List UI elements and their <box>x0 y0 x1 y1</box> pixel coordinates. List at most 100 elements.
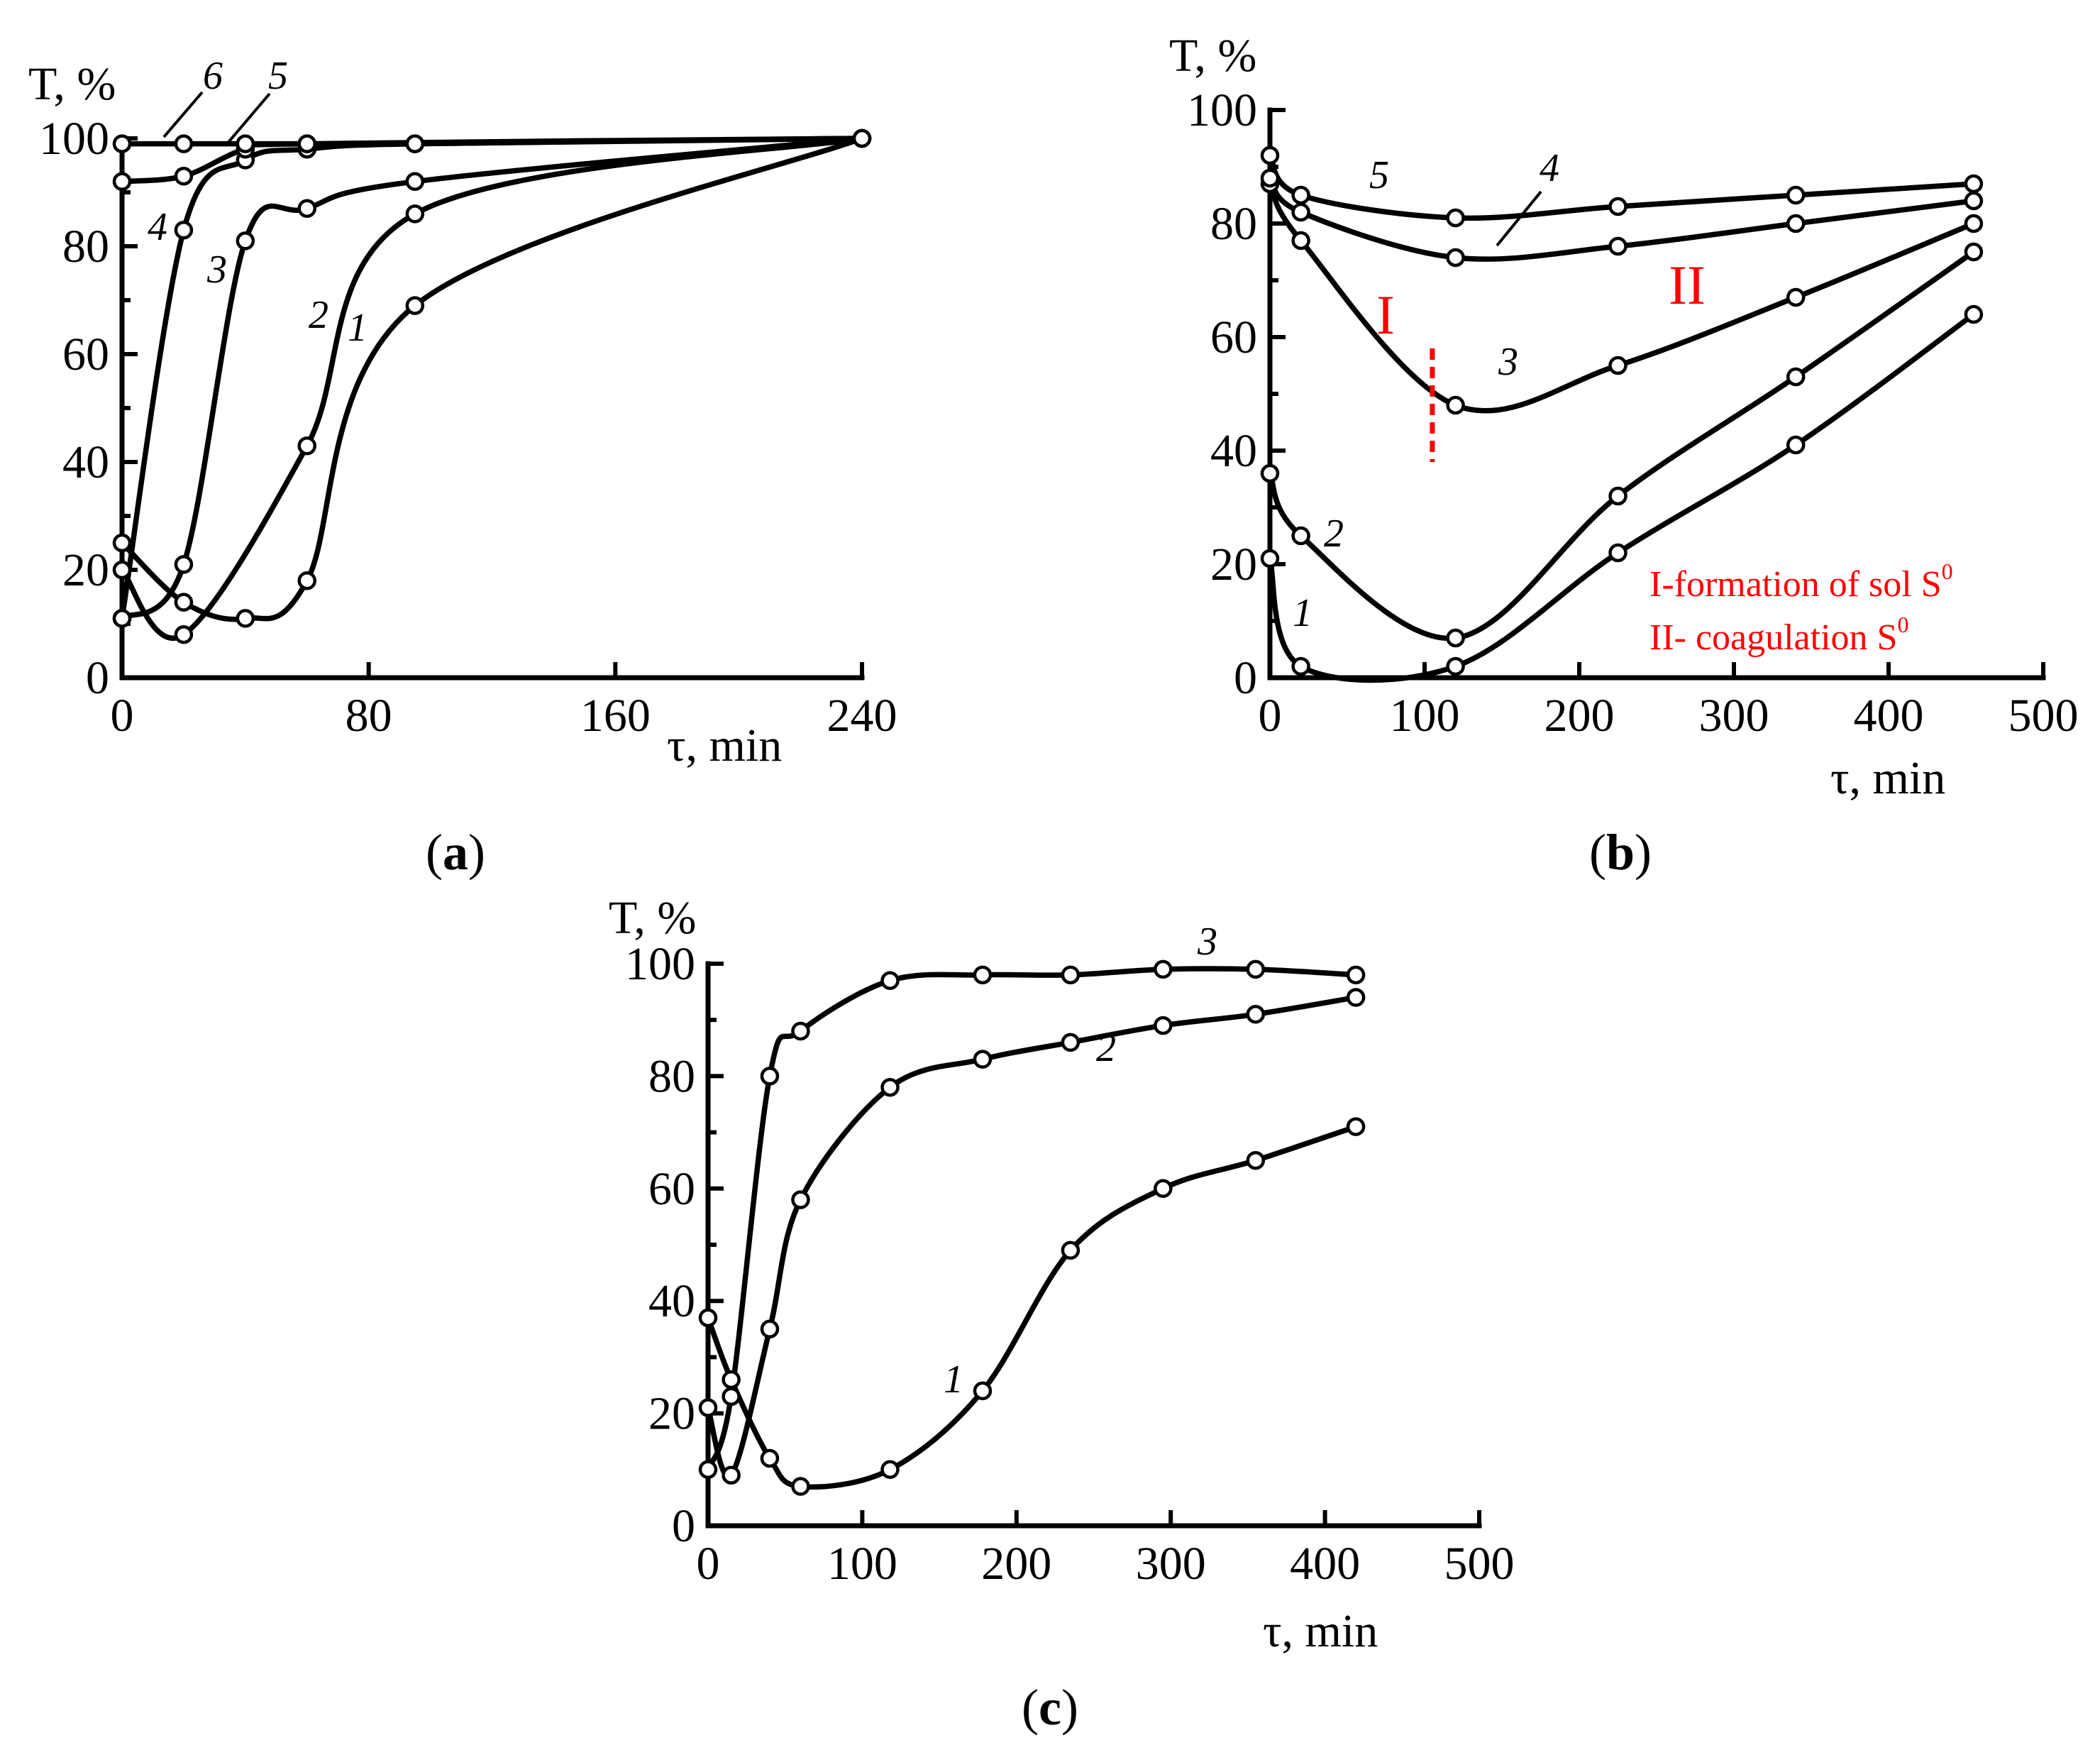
chart-b-ytick-label: 100 <box>1187 84 1257 136</box>
chart-c-series-2-point <box>722 1465 741 1485</box>
chart-c-series-1-point <box>760 1448 780 1468</box>
chart-a-curves <box>119 136 865 641</box>
chart-a-series-3-point <box>405 172 425 192</box>
chart-a-ytick-label: 40 <box>62 436 109 488</box>
chart-b-series-1-point <box>1786 435 1806 455</box>
chart-b-ytick-label: 40 <box>1210 425 1257 477</box>
chart-b-series-4-point <box>1260 168 1280 188</box>
chart-c-series-2-line <box>705 994 1359 1480</box>
chart-c-series-3-point <box>1246 959 1266 979</box>
chart-a-series-2-point <box>405 204 425 224</box>
chart-b-series-2-line <box>1267 249 1977 642</box>
chart-b-series-3-line <box>1267 181 1977 414</box>
chart-c-ytick-label: 60 <box>648 1163 695 1215</box>
chart-a-axis-lines <box>119 136 865 681</box>
chart-a-series-6-point <box>852 128 872 148</box>
chart-b-series-2-point <box>1260 463 1280 483</box>
chart-c-ytick-label: 40 <box>648 1275 695 1327</box>
chart-a-xtick-label: 240 <box>827 690 897 742</box>
chart-b-xtick-label: 200 <box>1544 690 1615 742</box>
chart-b-series-5-point <box>1608 197 1628 216</box>
chart-b-ytick-label: 0 <box>1234 652 1257 704</box>
chart-b-series-4-point <box>1786 214 1806 233</box>
chart-b-series-1-point <box>1260 549 1280 568</box>
chart-c-series-label-2: 2 <box>1096 1026 1116 1070</box>
chart-b-series-1-point <box>1608 543 1628 563</box>
chart-a-ytick-label: 100 <box>39 113 109 165</box>
chart-a-series-6-point <box>174 134 194 153</box>
chart-a-series-label-3: 3 <box>206 248 227 292</box>
region-label-II: II <box>1669 254 1706 316</box>
chart-c-series-3-point <box>973 965 993 985</box>
chart-c-curves <box>705 966 1359 1490</box>
chart-b-series-1-point <box>1964 304 1984 324</box>
chart-a-series-5-point <box>112 172 132 192</box>
chart-b-xtick-label: 300 <box>1699 690 1769 742</box>
chart-b-series-label-1: 1 <box>1293 591 1312 635</box>
chart-c: 0 20 40 60 80 100 0 100 200 300 400 500 T, % τ, min… <box>609 892 1515 1736</box>
chart-a-series-1-point <box>174 593 194 612</box>
chart-a-xtick-label: 0 <box>111 690 134 742</box>
chart-c-series-3-line <box>705 966 1359 1473</box>
chart-c-series-3-point <box>698 1460 718 1480</box>
chart-c-series-1-point <box>1246 1150 1266 1170</box>
region-label-I: I <box>1376 284 1395 346</box>
legend-line-1-sup: 0 <box>1942 558 1953 584</box>
chart-b-ytick-label: 80 <box>1210 198 1257 250</box>
chart-c-series-3-point <box>1346 965 1366 985</box>
chart-c-series-3-point <box>1061 965 1081 985</box>
chart-a-series-2-line <box>119 136 865 641</box>
chart-a-series-3-line <box>119 136 865 622</box>
chart-b-series-2-point <box>1446 628 1465 648</box>
chart-c-series-1-point <box>1061 1240 1081 1260</box>
chart-a-series-6-point <box>236 134 255 153</box>
chart-c-series-1-point <box>722 1370 741 1389</box>
chart-a-ytick-label: 80 <box>62 221 109 273</box>
chart-c-xtick-label: 300 <box>1136 1538 1206 1590</box>
chart-a-xtick-label: 80 <box>346 690 392 742</box>
panel-b-letter: b <box>1606 824 1635 881</box>
chart-b-series-4-point <box>1608 236 1628 256</box>
chart-b-curves <box>1267 153 1977 683</box>
chart-b-series-1-point <box>1291 656 1310 676</box>
chart-a-series-4-point <box>112 609 132 628</box>
chart-c-series-2-point <box>1154 1016 1173 1035</box>
chart-b-series-5-point <box>1786 185 1806 205</box>
panel-label-a: (a) <box>426 824 485 881</box>
chart-a-axes: 0 20 40 60 80 100 0 80 160 240 <box>39 113 897 742</box>
chart-b-series-3-point <box>1608 356 1628 375</box>
chart-b-series-5-point <box>1291 185 1310 205</box>
chart-a-xlabel: τ, min <box>667 720 782 771</box>
chart-b-series-5-point <box>1964 174 1984 194</box>
chart-c-axes: 0 20 40 60 80 100 0 100 200 300 400 500 <box>625 938 1515 1590</box>
chart-c-ytick-label: 100 <box>625 938 695 990</box>
chart-c-axis-lines <box>705 961 1482 1529</box>
chart-c-series-2-point <box>880 1077 900 1097</box>
chart-c-series-2-point <box>973 1050 993 1069</box>
chart-b-series-4-line <box>1267 175 1977 262</box>
chart-b-series-label-5: 5 <box>1369 153 1389 197</box>
chart-c-series-1-point <box>880 1460 900 1480</box>
chart-a-xtick-label: 160 <box>580 690 651 742</box>
chart-c-ytick-label: 20 <box>648 1388 695 1440</box>
chart-a-series-2-point <box>174 624 194 644</box>
chart-c-ytick-label: 0 <box>672 1500 695 1552</box>
chart-c-series-label-1: 1 <box>944 1358 963 1402</box>
chart-b-xtick-label: 500 <box>2008 690 2079 742</box>
chart-c-xtick-label: 400 <box>1290 1538 1360 1590</box>
chart-b-series-2-point <box>1964 242 1984 262</box>
chart-b-series-2-point <box>1608 486 1628 506</box>
chart-c-series-1-point <box>973 1381 993 1401</box>
chart-c-series-label-3: 3 <box>1197 920 1217 964</box>
chart-b-ytick-label: 60 <box>1210 312 1257 363</box>
chart-b-series-5-point <box>1260 145 1280 165</box>
chart-a-series-label-1: 1 <box>348 306 368 350</box>
chart-b-series-4-point <box>1291 202 1310 222</box>
chart-b-series-5-point <box>1446 208 1465 228</box>
chart-a-series-3-point <box>236 231 255 251</box>
chart-c-series-3-point <box>722 1387 741 1407</box>
chart-c-series-1-line <box>705 1123 1359 1490</box>
chart-b-series-3-point <box>1446 395 1465 415</box>
